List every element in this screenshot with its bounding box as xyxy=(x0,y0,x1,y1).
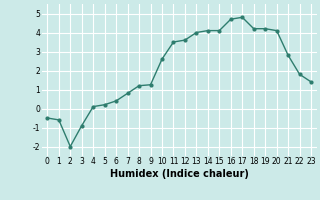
X-axis label: Humidex (Indice chaleur): Humidex (Indice chaleur) xyxy=(110,169,249,179)
